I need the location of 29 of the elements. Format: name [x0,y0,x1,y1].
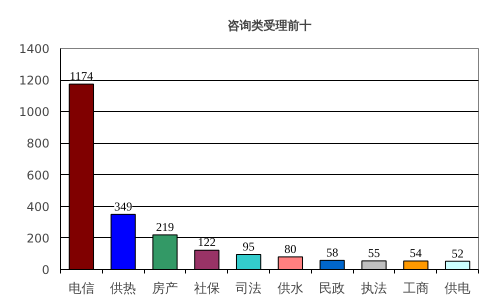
data-label: 1174 [70,69,94,84]
x-tick-label: 电信 [68,282,94,296]
data-label: 54 [410,246,422,260]
data-label: 95 [242,240,255,254]
data-label: 122 [198,235,216,250]
data-label: 58 [326,245,338,260]
y-tick-label: 1200 [18,74,50,88]
x-tick-label: 司法 [236,282,262,296]
y-tick-label: 400 [26,200,50,214]
data-label: 349 [114,199,132,214]
x-tick-label: 执法 [361,282,387,296]
x-tick-label: 供水 [277,282,304,296]
chart-title: 咨询类受理前十 [228,18,312,32]
x-tick-label: 民政 [319,282,346,296]
y-tick-label: 1000 [18,105,50,120]
x-tick-label: 供电 [444,282,471,296]
data-label: 52 [452,246,464,260]
data-label: 80 [284,242,296,256]
data-label: 219 [156,220,174,234]
x-tick-label: 工商 [402,282,429,296]
y-tick-label: 600 [26,168,50,182]
data-label: 55 [368,246,380,260]
y-tick-label: 0 [42,263,50,277]
x-tick-label: 社保 [194,282,220,296]
y-tick-label: 1400 [18,42,50,56]
x-tick-label: 房产 [152,280,178,296]
x-tick-label: 供热 [110,282,136,296]
y-tick-label: 200 [26,231,50,246]
y-tick-label: 800 [26,136,50,151]
